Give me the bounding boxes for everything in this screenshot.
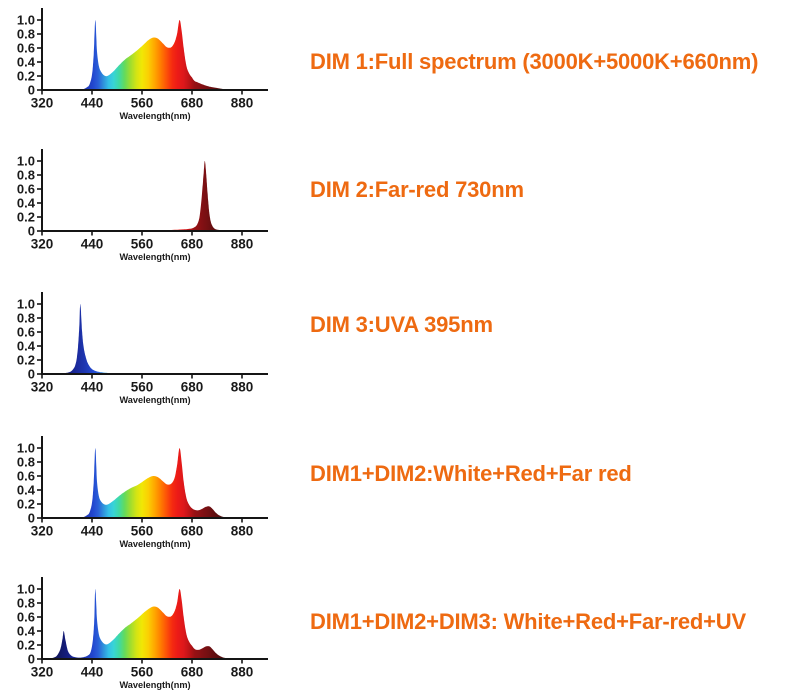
x-tick-label: 880 — [231, 380, 254, 395]
axis-lines — [41, 292, 268, 375]
x-tick-label: 440 — [81, 524, 104, 539]
chart-title-dim2: DIM 2:Far-red 730nm — [310, 177, 524, 202]
x-tick-label: 560 — [131, 237, 154, 252]
spectrum-chart-dim1-dim2: 1.0 0.8 0.6 0.4 0.2 0 320 440 560 680 880 Wavelengt… — [0, 428, 272, 554]
x-tick-label: 880 — [231, 524, 254, 539]
x-axis-title: Wavelength(nm) — [119, 395, 190, 405]
x-tick-label: 680 — [181, 380, 204, 395]
x-tick-label: 560 — [131, 380, 154, 395]
y-tick-label: 0.4 — [17, 483, 36, 498]
y-tick-label: 0.8 — [17, 311, 35, 326]
y-tick-label: 0.6 — [17, 41, 35, 56]
spectrum-area — [77, 448, 231, 518]
x-tick-label: 320 — [31, 380, 54, 395]
y-tick-label: 0 — [28, 224, 35, 239]
y-tick-label: 0 — [28, 367, 35, 382]
y-tick-label: 0.8 — [17, 455, 35, 470]
x-tick-label: 680 — [181, 665, 204, 680]
y-tick-label: 0.4 — [17, 339, 36, 354]
y-tick-label: 0.2 — [17, 69, 35, 84]
y-tick-label: 1.0 — [17, 13, 35, 28]
y-tick-label: 0.2 — [17, 353, 35, 368]
x-tick-label: 440 — [81, 237, 104, 252]
y-tick-label: 0.6 — [17, 182, 35, 197]
spectrum-chart-dim1: 1.0 0.8 0.6 0.4 0.2 0 320 440 560 680 880 Wavelengt… — [0, 0, 272, 126]
chart-title-dim3: DIM 3:UVA 395nm — [310, 312, 493, 337]
spectrum-chart-dim2: 1.0 0.8 0.6 0.4 0.2 0 320 440 560 680 880 Wavelengt… — [0, 141, 272, 267]
x-tick-label: 440 — [81, 96, 104, 111]
x-tick-label: 320 — [31, 665, 54, 680]
x-tick-label: 320 — [31, 237, 54, 252]
y-tick-label: 0.6 — [17, 325, 35, 340]
x-tick-label: 880 — [231, 96, 254, 111]
spectrum-chart-dim3: 1.0 0.8 0.6 0.4 0.2 0 320 440 560 680 880 Wavelengt… — [0, 284, 272, 410]
x-axis-title: Wavelength(nm) — [119, 252, 190, 262]
y-tick-label: 0 — [28, 511, 35, 526]
x-tick-label: 440 — [81, 380, 104, 395]
y-tick-label: 1.0 — [17, 154, 35, 169]
x-tick-label: 680 — [181, 96, 204, 111]
x-tick-label: 320 — [31, 524, 54, 539]
y-tick-label: 0.6 — [17, 610, 35, 625]
x-tick-label: 560 — [131, 665, 154, 680]
spectrum-area — [77, 20, 235, 90]
y-tick-label: 1.0 — [17, 297, 35, 312]
y-tick-label: 0.2 — [17, 210, 35, 225]
spectrum-area — [48, 589, 232, 659]
x-tick-label: 560 — [131, 96, 154, 111]
x-tick-label: 560 — [131, 524, 154, 539]
spectrum-area — [150, 161, 233, 231]
y-tick-label: 0.8 — [17, 27, 35, 42]
x-axis-title: Wavelength(nm) — [119, 680, 190, 690]
x-axis-title: Wavelength(nm) — [119, 539, 190, 549]
x-tick-label: 680 — [181, 524, 204, 539]
spectrum-chart-dim1-dim2-dim3: 1.0 0.8 0.6 0.4 0.2 0 320 440 560 680 880 Wavelengt… — [0, 569, 272, 695]
x-tick-label: 320 — [31, 96, 54, 111]
y-tick-label: 0.2 — [17, 638, 35, 653]
y-tick-label: 0.4 — [17, 196, 36, 211]
chart-title-dim1-dim2: DIM1+DIM2:White+Red+Far red — [310, 461, 632, 486]
chart-title-dim1: DIM 1:Full spectrum (3000K+5000K+660nm) — [310, 49, 759, 74]
x-tick-label: 680 — [181, 237, 204, 252]
axis-lines — [41, 149, 268, 232]
y-tick-label: 0.4 — [17, 624, 36, 639]
y-tick-label: 1.0 — [17, 582, 35, 597]
y-tick-label: 1.0 — [17, 441, 35, 456]
y-tick-label: 0.6 — [17, 469, 35, 484]
chart-title-dim1-dim2-dim3: DIM1+DIM2+DIM3: White+Red+Far-red+UV — [310, 609, 746, 634]
x-tick-label: 880 — [231, 665, 254, 680]
x-tick-label: 440 — [81, 665, 104, 680]
y-tick-label: 0.2 — [17, 497, 35, 512]
y-tick-label: 0.8 — [17, 596, 35, 611]
y-tick-label: 0.4 — [17, 55, 36, 70]
x-axis-title: Wavelength(nm) — [119, 111, 190, 121]
y-tick-label: 0 — [28, 652, 35, 667]
x-tick-label: 880 — [231, 237, 254, 252]
spectrum-area — [53, 304, 128, 374]
y-tick-label: 0.8 — [17, 168, 35, 183]
y-tick-label: 0 — [28, 83, 35, 98]
